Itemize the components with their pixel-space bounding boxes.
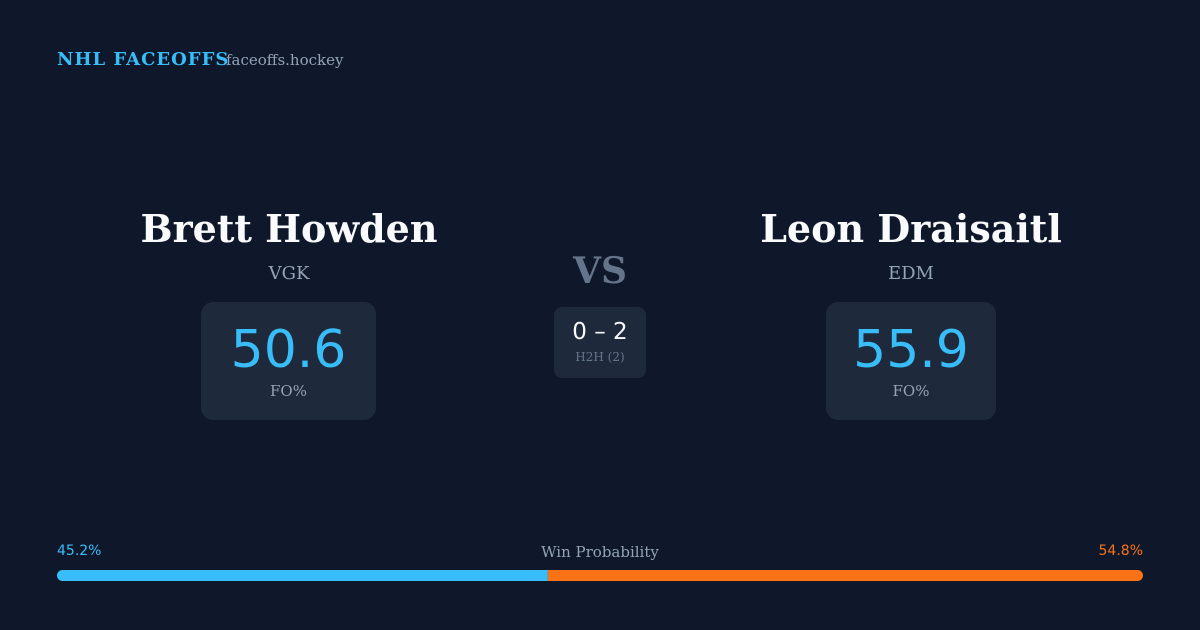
player-name: Leon Draisaitl <box>760 206 1062 251</box>
h2h-label: H2H (2) <box>575 350 625 364</box>
h2h-card: 0 – 2 H2H (2) <box>554 307 646 378</box>
probability-title: Win Probability <box>541 543 659 561</box>
versus: VS <box>573 250 627 292</box>
brand-title: NHL FACEOFFS <box>57 49 230 70</box>
probability-segment <box>57 570 548 581</box>
stat-label: FO% <box>270 382 307 400</box>
probability-segment <box>547 570 1143 581</box>
probability-label: 45.2% <box>57 543 102 559</box>
player-team: VGK <box>268 263 310 284</box>
player-team: EDM <box>887 263 934 284</box>
site-name: faceoffs.hockey <box>226 51 344 69</box>
h2h-score: 0 – 2 <box>572 319 628 345</box>
stat-card: 55.9 FO% <box>826 302 996 420</box>
stat-value: 55.9 <box>853 320 969 380</box>
stat-card: 50.6 FO% <box>201 302 376 420</box>
stat-label: FO% <box>892 382 930 400</box>
player-name: Brett Howden <box>140 206 438 251</box>
probability-label: 54.8% <box>1098 543 1143 559</box>
stat-value: 50.6 <box>230 320 347 380</box>
